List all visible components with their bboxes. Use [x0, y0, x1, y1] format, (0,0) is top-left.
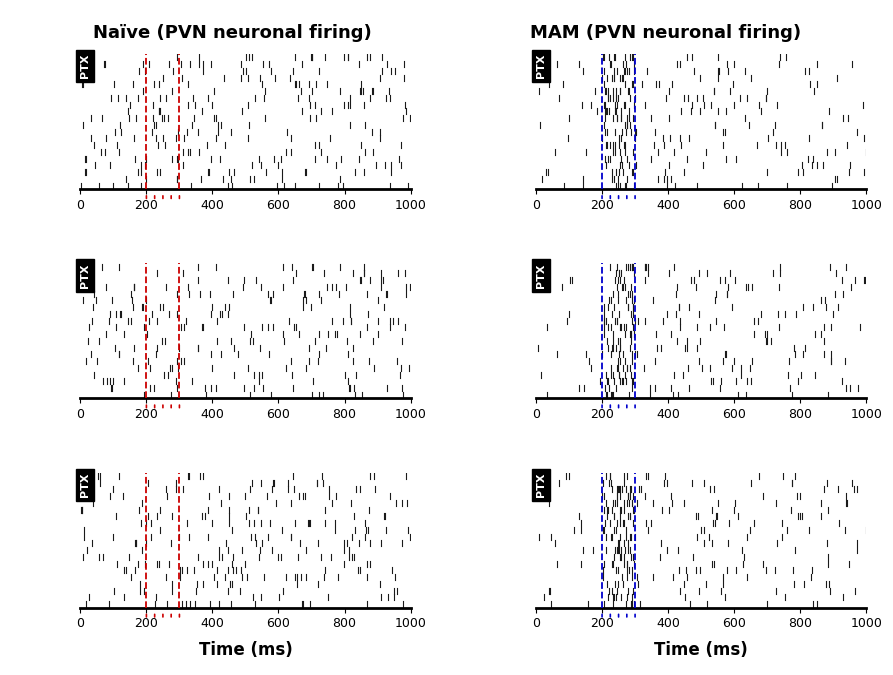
Text: PTX: PTX: [536, 472, 546, 497]
Text: PTX: PTX: [536, 54, 546, 78]
Text: PTX: PTX: [80, 54, 90, 78]
X-axis label: Time (ms): Time (ms): [198, 641, 292, 659]
X-axis label: Time (ms): Time (ms): [655, 641, 748, 659]
Text: PTX: PTX: [80, 263, 90, 288]
Text: MAM (PVN neuronal firing): MAM (PVN neuronal firing): [530, 24, 801, 42]
Text: Naïve (PVN neuronal firing): Naïve (PVN neuronal firing): [93, 24, 371, 42]
Text: PTX: PTX: [536, 263, 546, 288]
Text: PTX: PTX: [80, 472, 90, 497]
